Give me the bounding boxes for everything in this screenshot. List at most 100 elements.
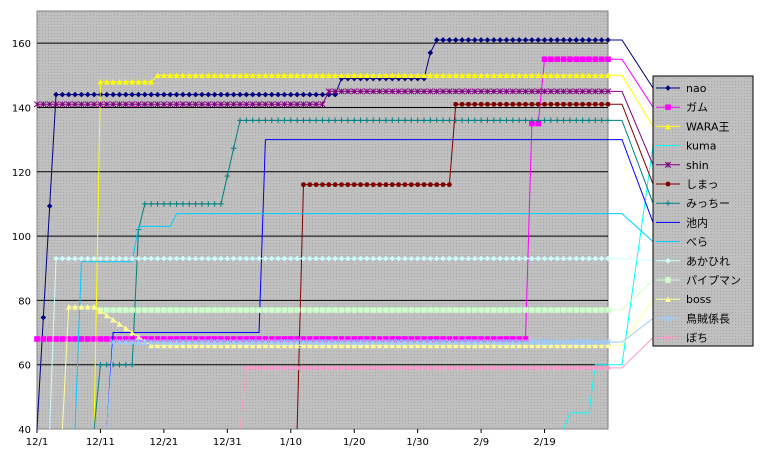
data-point bbox=[586, 255, 592, 262]
data-point bbox=[262, 255, 269, 262]
data-point bbox=[376, 117, 383, 124]
data-point bbox=[199, 72, 205, 79]
data-point bbox=[452, 339, 459, 346]
x-tick-label: 1/30 bbox=[406, 437, 428, 448]
data-point bbox=[491, 72, 497, 79]
data-point bbox=[573, 37, 580, 43]
data-point bbox=[395, 88, 402, 95]
data-point bbox=[40, 101, 47, 108]
data-point bbox=[256, 117, 262, 124]
data-point bbox=[433, 88, 440, 95]
data-point bbox=[199, 307, 205, 313]
data-point bbox=[154, 101, 161, 108]
series-markers bbox=[301, 101, 611, 188]
data-point bbox=[592, 101, 598, 107]
data-point bbox=[148, 307, 154, 313]
data-point bbox=[250, 365, 256, 371]
data-point bbox=[376, 336, 383, 342]
data-point bbox=[167, 91, 174, 98]
data-point bbox=[491, 365, 497, 371]
data-point bbox=[338, 255, 345, 262]
data-point bbox=[541, 342, 548, 349]
data-point bbox=[446, 342, 453, 349]
data-point bbox=[211, 101, 218, 108]
data-point bbox=[586, 101, 592, 107]
data-point bbox=[446, 182, 452, 188]
data-point bbox=[129, 361, 135, 368]
data-point bbox=[478, 365, 484, 371]
data-point bbox=[332, 255, 338, 262]
data-point bbox=[230, 101, 237, 108]
series-markers bbox=[53, 255, 611, 262]
data-point bbox=[141, 339, 149, 346]
data-point bbox=[268, 255, 275, 262]
data-point bbox=[237, 91, 243, 98]
legend-label: kuma bbox=[686, 140, 716, 153]
data-point bbox=[529, 307, 535, 313]
data-point bbox=[560, 117, 567, 124]
data-point bbox=[186, 307, 193, 313]
data-point bbox=[440, 365, 446, 371]
series-markers bbox=[65, 304, 611, 349]
data-point bbox=[351, 339, 358, 346]
data-point bbox=[179, 339, 187, 346]
data-point bbox=[84, 304, 91, 310]
data-point bbox=[167, 101, 174, 108]
data-point bbox=[364, 342, 370, 349]
data-point bbox=[313, 307, 319, 313]
data-point bbox=[427, 72, 434, 79]
data-point bbox=[592, 342, 599, 349]
data-point bbox=[395, 255, 402, 262]
data-point bbox=[433, 342, 440, 349]
data-point bbox=[415, 182, 421, 188]
series bbox=[49, 255, 611, 430]
legend-item: みっちー bbox=[656, 197, 730, 210]
data-point bbox=[205, 72, 212, 79]
data-point bbox=[211, 255, 218, 262]
data-point bbox=[249, 101, 256, 108]
data-point bbox=[351, 307, 358, 313]
data-point bbox=[154, 201, 161, 207]
data-point bbox=[522, 117, 529, 124]
data-point bbox=[78, 91, 85, 98]
data-point bbox=[218, 201, 224, 207]
data-point bbox=[516, 117, 522, 124]
data-point bbox=[122, 101, 129, 108]
data-point bbox=[281, 342, 288, 349]
data-point bbox=[541, 255, 548, 262]
data-point bbox=[598, 117, 605, 124]
data-point bbox=[446, 339, 453, 346]
data-point bbox=[268, 101, 275, 108]
data-point bbox=[452, 88, 459, 95]
data-point bbox=[294, 307, 300, 313]
data-point bbox=[198, 101, 206, 108]
data-point bbox=[510, 37, 516, 43]
data-point bbox=[383, 365, 389, 371]
data-point bbox=[249, 342, 256, 349]
data-point bbox=[345, 72, 351, 79]
data-point bbox=[433, 336, 440, 342]
data-point bbox=[142, 78, 148, 85]
data-point bbox=[541, 56, 548, 63]
data-point bbox=[592, 117, 599, 124]
data-point bbox=[205, 336, 212, 342]
data-point bbox=[420, 88, 428, 95]
data-point bbox=[224, 336, 231, 342]
data-point bbox=[592, 72, 599, 79]
data-point bbox=[135, 78, 142, 85]
data-point bbox=[84, 91, 91, 98]
data-point bbox=[414, 88, 421, 95]
data-point bbox=[466, 101, 471, 107]
data-point bbox=[554, 101, 560, 107]
data-point bbox=[275, 117, 281, 124]
data-point bbox=[452, 336, 459, 342]
data-point bbox=[465, 307, 472, 313]
data-point bbox=[427, 255, 434, 262]
data-point bbox=[459, 307, 465, 313]
data-point bbox=[110, 307, 116, 313]
data-point bbox=[84, 101, 91, 108]
data-point bbox=[103, 255, 110, 262]
data-point bbox=[573, 56, 580, 63]
data-point bbox=[338, 339, 345, 346]
data-point bbox=[414, 307, 421, 313]
